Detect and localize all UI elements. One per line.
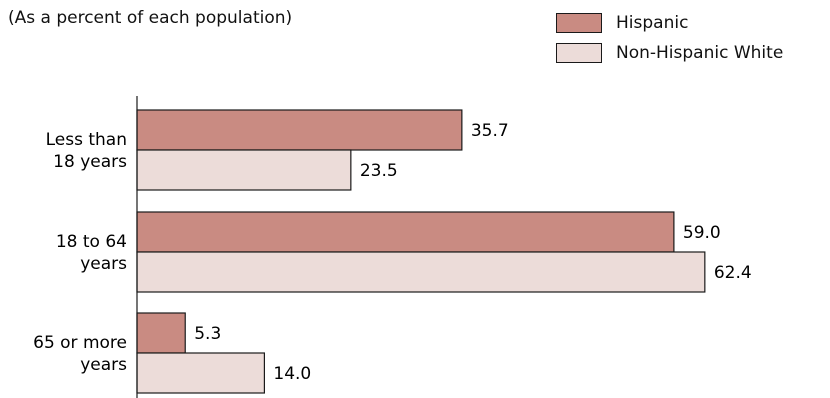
value-label-non-hispanic-white-1: 62.4 <box>714 263 752 283</box>
category-label-2-1: years <box>80 355 127 375</box>
value-label-non-hispanic-white-2: 14.0 <box>273 364 311 384</box>
category-label-2-0: 65 or more <box>33 333 127 353</box>
bar-hispanic-1 <box>136 211 675 253</box>
chart-subtitle: (As a percent of each population) <box>8 8 293 28</box>
value-label-hispanic-2: 5.3 <box>194 324 221 344</box>
category-label-1-0: 18 to 64 <box>56 232 127 252</box>
value-label-hispanic-0: 35.7 <box>471 121 509 141</box>
category-label-1-1: years <box>80 254 127 274</box>
bar-hispanic-2 <box>136 312 186 354</box>
legend-item-non-hispanic-white: Non-Hispanic White <box>556 38 783 68</box>
legend-label-hispanic: Hispanic <box>616 13 689 33</box>
value-label-non-hispanic-white-0: 23.5 <box>360 161 398 181</box>
legend-swatch-non-hispanic-white <box>556 43 602 63</box>
legend-label-non-hispanic-white: Non-Hispanic White <box>616 43 784 63</box>
value-label-hispanic-1: 59.0 <box>683 223 721 243</box>
legend-item-hispanic: Hispanic <box>556 8 783 38</box>
chart-legend: Hispanic Non-Hispanic White <box>556 8 783 68</box>
bar-hispanic-0 <box>136 109 463 151</box>
bar-non-hispanic-white-0 <box>136 149 352 191</box>
bar-non-hispanic-white-2 <box>136 352 266 394</box>
bar-non-hispanic-white-1 <box>136 251 706 293</box>
category-label-0-0: Less than <box>46 130 127 150</box>
legend-swatch-hispanic <box>556 13 602 33</box>
category-label-0-1: 18 years <box>53 152 127 172</box>
